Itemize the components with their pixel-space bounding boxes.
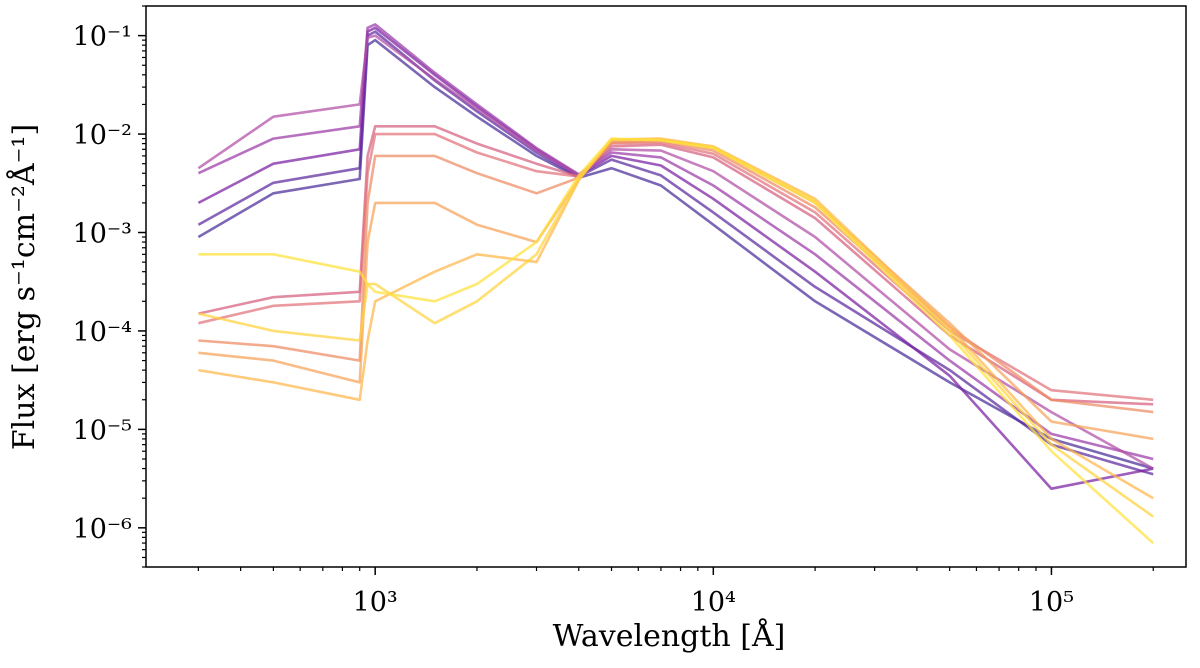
x-tick-label-1: 10³ [353, 587, 398, 618]
x-ticks: 10³ 10⁴ 10⁵ [197, 567, 1154, 618]
y-tick-label-3: 10⁻⁴ [73, 317, 132, 348]
y-ticks: 10⁻⁶ 10⁻⁵ 10⁻⁴ 10⁻³ 10⁻² 10⁻¹ [73, 5, 146, 568]
y-tick-label-6: 10⁻¹ [73, 22, 132, 53]
y-tick-label-2: 10⁻⁵ [73, 415, 132, 446]
series-layer [197, 23, 1155, 545]
series-line-2 [197, 30, 1154, 476]
series-line-6 [198, 125, 1154, 406]
series-line-7 [198, 132, 1154, 402]
y-tick-label-5: 10⁻² [73, 120, 132, 151]
x-tick-label-2: 10⁴ [691, 587, 736, 618]
y-tick-label-4: 10⁻³ [73, 219, 132, 250]
x-axis-label: Wavelength [Å] [553, 618, 786, 654]
series-line-3 [197, 26, 1154, 490]
x-tick-label-3: 10⁵ [1029, 587, 1074, 618]
y-axis-label: Flux [erg s⁻¹cm⁻²Å⁻¹] [6, 124, 42, 450]
series-line-5 [197, 34, 1154, 470]
plot-frame [145, 5, 1187, 568]
series-line-10 [198, 137, 1154, 500]
y-tick-label-1: 10⁻⁶ [73, 514, 133, 545]
series-line-11 [198, 138, 1154, 518]
series-line-12 [198, 137, 1155, 545]
